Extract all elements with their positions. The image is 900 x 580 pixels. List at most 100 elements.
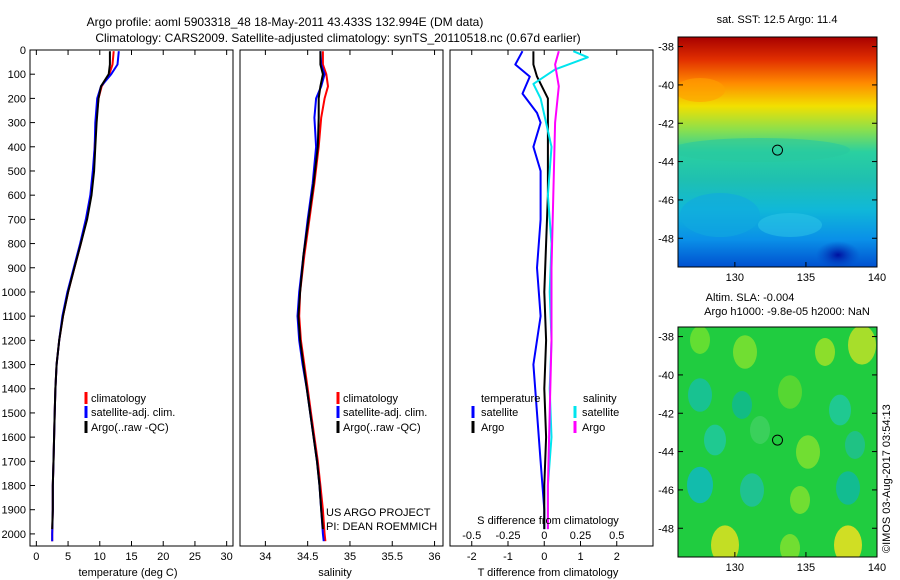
t-difference-xlabel: T difference from climatology: [478, 567, 619, 579]
salinity-legend: climatology satellite-adj. clim. Argo(..…: [336, 392, 427, 434]
s-diff-tick-label: -0.5: [462, 530, 481, 542]
y-tick-label: 0: [20, 45, 26, 57]
sla-blob: [836, 471, 860, 505]
y-tick-label: 400: [8, 142, 26, 154]
sla-blob: [690, 327, 710, 354]
y-tick-label: 1600: [2, 432, 26, 444]
y-tick-label: 600: [8, 190, 26, 202]
difference-panel: -2 -1 0 1 2 T difference from climatology S …: [449, 49, 654, 579]
legend-label-satellite: satellite-adj. clim.: [343, 407, 427, 419]
legend-label-climatology: climatology: [91, 393, 147, 405]
legend-label-s-satellite: satellite: [582, 407, 619, 419]
legend-label-t-satellite: satellite: [481, 407, 518, 419]
series-line-s-satellite: [532, 50, 589, 530]
map-y-tick-label: -48: [658, 523, 674, 535]
y-tick-label: 800: [8, 239, 26, 251]
y-tick-label: 900: [8, 263, 26, 275]
y-tick-label: 1300: [2, 360, 26, 372]
y-tick-label: 100: [8, 69, 26, 81]
series-line-argo-raw-qc-: [51, 51, 111, 530]
map-y-tick-label: -46: [658, 195, 674, 207]
sst-map-box: [677, 36, 878, 268]
sla-map-title-1: Altim. SLA: -0.004: [706, 292, 795, 304]
sla-blob: [790, 486, 810, 514]
y-tick-label: 700: [8, 214, 26, 226]
y-tick-label: 200: [8, 93, 26, 105]
sla-blob: [845, 431, 865, 459]
map-y-tick-label: -46: [658, 485, 674, 497]
x-tick-label: -1: [503, 551, 513, 563]
x-tick-label: 35: [344, 551, 356, 563]
legend-title-salinity: salinity: [583, 393, 617, 405]
x-tick-label: 10: [94, 551, 106, 563]
map-x-tick-label: 130: [726, 272, 744, 284]
x-tick-label: 1: [577, 551, 583, 563]
x-tick-label: 0: [541, 551, 547, 563]
sst-map-ticks: 130 135 140 -38 -40 -42 -44 -46 -48: [658, 42, 886, 284]
x-tick-label: 36: [428, 551, 440, 563]
sst-map-title: sat. SST: 12.5 Argo: 11.4: [717, 14, 838, 26]
map-y-tick-label: -42: [658, 118, 674, 130]
series-line-s-argo: [546, 50, 560, 530]
x-tick-label: -2: [467, 551, 477, 563]
map-y-tick-label: -38: [658, 42, 674, 54]
x-tick-label: 20: [157, 551, 169, 563]
difference-lines: [514, 50, 589, 530]
sla-blob: [732, 391, 752, 419]
sla-blob: [688, 378, 712, 412]
temperature-panel: 0100200300400500600700800900100011001200…: [2, 45, 234, 579]
sla-blob: [780, 534, 800, 557]
x-tick-label: 25: [189, 551, 201, 563]
s-difference-label: S difference from climatology: [477, 515, 619, 527]
project-annotation-line-2: PI: DEAN ROEMMICH: [326, 521, 437, 533]
map-x-tick-label: 130: [726, 562, 744, 574]
sla-map-box: [677, 326, 878, 558]
series-line-t-argo: [532, 51, 549, 530]
sla-map-title-2: Argo h1000: -9.8e-05 h2000: NaN: [704, 306, 870, 318]
sst-warm-patch: [678, 78, 725, 102]
imos-footer: ©IMOS 03-Aug-2017 03:54:13: [881, 404, 893, 553]
sst-patch-2: [758, 213, 822, 237]
x-tick-label: 2: [614, 551, 620, 563]
sst-map-panel: sat. SST: 12.5 Argo: 11.4 130 135 140 -38 -4…: [658, 14, 886, 284]
y-tick-label: 1400: [2, 384, 26, 396]
legend-label-argo: Argo(..raw -QC): [91, 422, 169, 434]
salinity-axes-box: [239, 49, 444, 547]
map-y-tick-label: -42: [658, 408, 674, 420]
y-tick-label: 1000: [2, 287, 26, 299]
depth-axis-ticks: 0 100 200 300 400 500 600 700 800 900 1000 1100 1200…: [2, 45, 35, 541]
sla-blob: [815, 338, 835, 366]
temperature-legend: climatology satellite-adj. clim. Argo(..…: [84, 392, 175, 434]
s-diff-tick-label: 0: [541, 530, 547, 542]
x-tick-label: 5: [65, 551, 71, 563]
legend-label-climatology: climatology: [343, 393, 399, 405]
y-tick-label: 1200: [2, 335, 26, 347]
legend-label-argo: Argo(..raw -QC): [343, 422, 421, 434]
map-x-tick-label: 140: [868, 272, 886, 284]
x-tick-label: 15: [125, 551, 137, 563]
sla-blob: [733, 335, 757, 369]
sla-argo-location-marker: [772, 434, 783, 446]
y-tick-label: 1700: [2, 456, 26, 468]
s-difference-ticks: -0.5 -0.25 0 0.25 0.5: [462, 530, 624, 542]
legend-label-t-argo: Argo: [481, 422, 504, 434]
y-tick-label: 1900: [2, 505, 26, 517]
salinity-panel: 34 34.5 35 35.5 36 salinity climatology sate…: [239, 49, 444, 579]
difference-axis-ticks: -2 -1 0 1 2: [467, 50, 620, 563]
y-tick-label: 2000: [2, 529, 26, 541]
map-x-tick-label: 135: [797, 562, 815, 574]
sla-blob: [711, 525, 739, 557]
sla-map-panel: Altim. SLA: -0.004 Argo h1000: -9.8e-05 …: [658, 292, 886, 574]
sla-blob: [778, 375, 802, 409]
x-tick-label: 30: [221, 551, 233, 563]
map-x-tick-label: 135: [797, 272, 815, 284]
temperature-lines: [51, 51, 120, 542]
salinity-lines: [296, 51, 329, 542]
salinity-axis-ticks: 34 34.5 35 35.5 36: [259, 50, 441, 563]
sla-blob: [750, 416, 770, 444]
sst-patch: [680, 193, 760, 237]
legend-title-temperature: temperature: [481, 393, 540, 405]
s-diff-tick-label: 0.25: [570, 530, 591, 542]
title-line-2: Climatology: CARS2009. Satellite-adjuste…: [95, 31, 580, 45]
